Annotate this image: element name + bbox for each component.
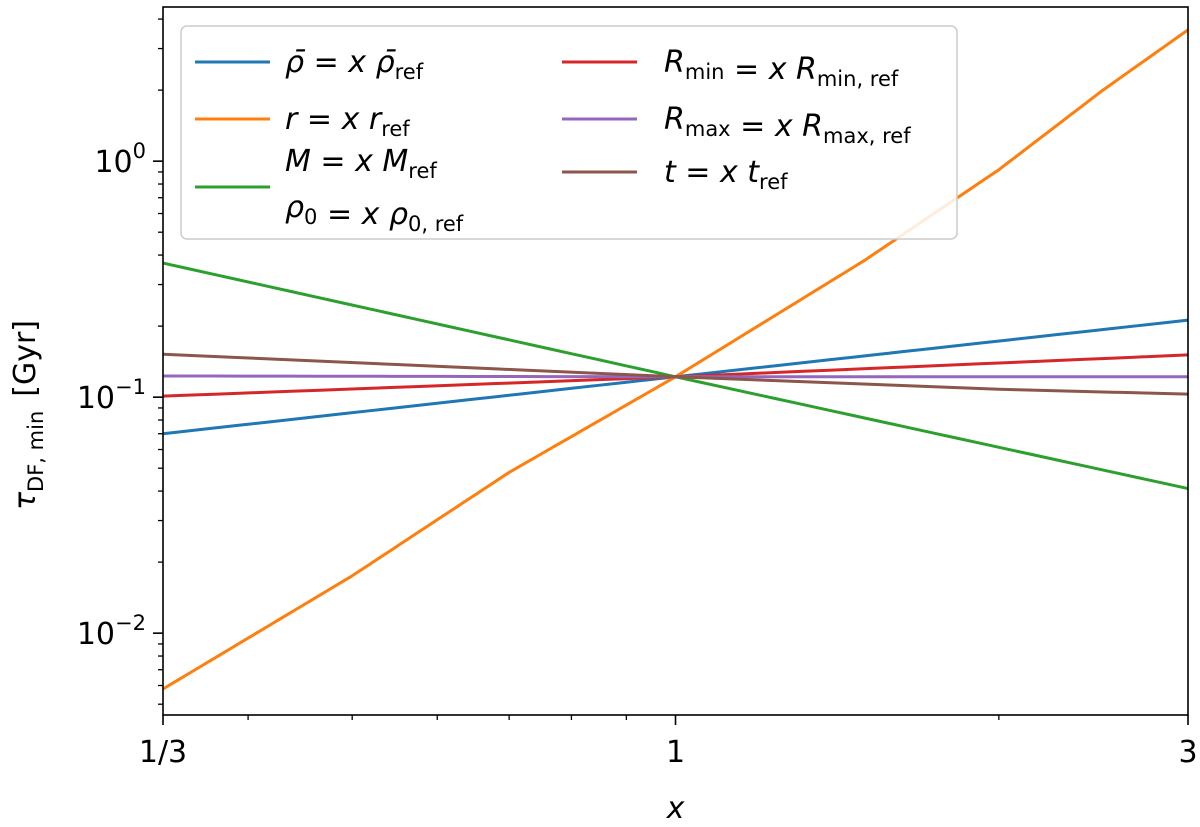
x-tick-labels: 1/3 1 3 bbox=[139, 735, 1198, 770]
plot-frame bbox=[162, 6, 1189, 716]
y-axis-symbol: τ bbox=[8, 491, 43, 510]
minor-ticks bbox=[158, 18, 1000, 720]
x-tick-label: 1/3 bbox=[139, 735, 187, 770]
major-ticks bbox=[153, 160, 1189, 725]
legend-entry-1: r = x rref bbox=[195, 102, 410, 141]
y-axis-subscript: DF, min bbox=[24, 411, 48, 492]
y-axis-label: τDF, min [Gyr] bbox=[8, 320, 48, 510]
x-tick-label: 3 bbox=[1178, 735, 1197, 770]
svg-text:t = x tref: t = x tref bbox=[664, 155, 788, 194]
series-line-1 bbox=[162, 28, 1189, 691]
x-axis-label: x bbox=[666, 791, 685, 826]
svg-text:ρ̄ = x ρ̄ref: ρ̄ = x ρ̄ref bbox=[285, 45, 424, 84]
svg-text:ρ0 = x ρ0, ref: ρ0 = x ρ0, ref bbox=[285, 190, 464, 236]
y-tick-label: 100 bbox=[94, 139, 146, 180]
svg-text:Rmin = x Rmin, ref: Rmin = x Rmin, ref bbox=[664, 45, 899, 91]
series-lines bbox=[162, 28, 1189, 691]
x-tick-label: 1 bbox=[666, 735, 685, 770]
y-axis-unit: [Gyr] bbox=[8, 320, 43, 397]
svg-text:Rmax = x Rmax, ref: Rmax = x Rmax, ref bbox=[664, 102, 911, 148]
series-line-5 bbox=[162, 352, 1189, 396]
legend-entry-4: Rmax = x Rmax, ref bbox=[562, 102, 911, 148]
y-tick-label: 10−1 bbox=[77, 375, 146, 416]
y-tick-labels: 10−2 10−1 100 bbox=[77, 139, 146, 652]
legend-entry-3: Rmin = x Rmin, ref bbox=[562, 45, 899, 91]
legend-entry-5: t = x tref bbox=[562, 155, 788, 194]
svg-text:M = x Mref: M = x Mref bbox=[285, 144, 437, 183]
y-tick-label: 10−2 bbox=[77, 611, 146, 652]
legend-entry-2: M = x Mref ρ0 = x ρ0, ref bbox=[195, 144, 464, 236]
legend-entry-0: ρ̄ = x ρ̄ref bbox=[195, 45, 424, 84]
svg-text:r = x rref: r = x rref bbox=[285, 102, 410, 141]
legend-box bbox=[180, 25, 958, 240]
